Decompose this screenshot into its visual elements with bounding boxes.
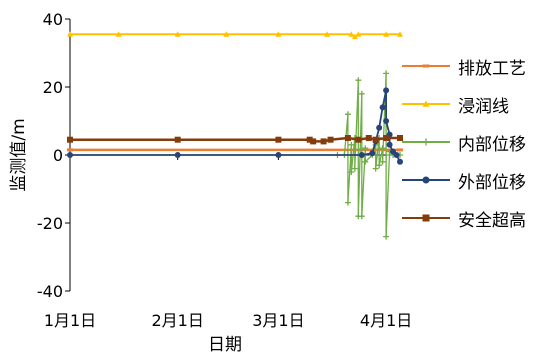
legend: 排放工艺 浸润线 内部位移 外部位移 安全超高	[400, 52, 545, 242]
legend-item: 安全超高	[400, 204, 545, 232]
x-tick-label: 3月1日	[252, 311, 304, 330]
data-point	[383, 87, 390, 94]
series-5	[67, 135, 403, 145]
data-point	[383, 70, 390, 77]
data-point	[422, 100, 430, 107]
data-point	[67, 136, 73, 143]
data-point	[348, 169, 355, 175]
data-point	[372, 136, 379, 143]
data-point	[344, 199, 351, 206]
data-point	[348, 141, 355, 148]
data-point	[67, 152, 73, 158]
data-point	[358, 90, 365, 97]
data-point	[365, 135, 372, 141]
y-tick-label: 40	[43, 10, 63, 29]
legend-item: 外部位移	[400, 166, 545, 194]
data-point	[275, 152, 282, 158]
series-4	[67, 87, 403, 165]
data-point	[397, 135, 403, 141]
y-axis-title: 监测值/m	[9, 118, 29, 191]
data-point	[369, 150, 376, 157]
data-point	[379, 158, 386, 165]
data-point	[422, 176, 430, 184]
data-point	[397, 158, 403, 165]
data-point	[393, 152, 400, 158]
data-point	[358, 152, 365, 158]
data-point	[174, 136, 181, 143]
data-point	[320, 138, 327, 145]
data-point	[174, 31, 181, 37]
legend-label: 浸润线	[458, 96, 509, 117]
data-point	[355, 77, 362, 84]
data-point	[174, 152, 181, 158]
legend-swatch	[402, 64, 450, 68]
data-point	[362, 158, 369, 165]
axes-layer: -40 -20 0 20 40 1月1日 2月1日 3月1日 4月1日	[37, 10, 412, 330]
data-point	[383, 135, 390, 141]
data-point	[351, 165, 358, 172]
x-tick-label: 4月1日	[360, 311, 412, 330]
legend-swatch	[402, 138, 450, 146]
data-point	[379, 145, 386, 152]
legend-label: 排放工艺	[458, 58, 526, 79]
y-tick-label: -20	[37, 214, 63, 233]
x-tick-label: 2月1日	[151, 311, 203, 330]
data-point	[324, 31, 331, 37]
data-point	[327, 136, 334, 143]
data-point	[67, 31, 73, 37]
data-point	[376, 124, 383, 131]
data-point	[383, 233, 390, 240]
data-point	[355, 136, 362, 143]
x-tick-label: 1月1日	[44, 311, 96, 330]
data-point	[275, 31, 282, 37]
data-point	[397, 31, 403, 37]
data-point	[306, 136, 313, 143]
data-point	[372, 165, 379, 172]
data-point	[344, 135, 351, 141]
x-axis-title: 日期	[208, 335, 242, 355]
legend-item: 内部位移	[400, 128, 545, 156]
data-point	[362, 145, 369, 152]
data-point	[379, 104, 386, 111]
y-tick-label: 20	[43, 78, 63, 97]
legend-item: 排放工艺	[400, 52, 545, 80]
data-point	[223, 31, 230, 37]
legend-label: 安全超高	[458, 210, 526, 231]
legend-swatch	[402, 176, 450, 184]
data-point	[376, 162, 383, 169]
data-point	[344, 111, 351, 118]
legend-item: 浸润线	[400, 90, 545, 118]
y-tick-label: 0	[53, 146, 63, 165]
data-point	[383, 31, 390, 37]
data-point	[422, 214, 430, 222]
data-point	[115, 31, 122, 37]
legend-label: 内部位移	[458, 134, 526, 155]
y-tick-label: -40	[37, 282, 63, 301]
data-point	[422, 138, 430, 146]
legend-swatch	[402, 214, 450, 222]
series-layer	[67, 31, 403, 240]
data-point	[310, 138, 317, 145]
series-2	[67, 31, 403, 40]
data-point	[355, 31, 362, 37]
data-point	[358, 213, 365, 220]
data-point	[351, 33, 358, 40]
data-point	[348, 31, 355, 37]
data-point	[386, 141, 393, 148]
data-point	[275, 136, 282, 143]
legend-label: 外部位移	[458, 172, 526, 193]
legend-swatch	[402, 100, 450, 107]
data-point	[383, 118, 390, 124]
